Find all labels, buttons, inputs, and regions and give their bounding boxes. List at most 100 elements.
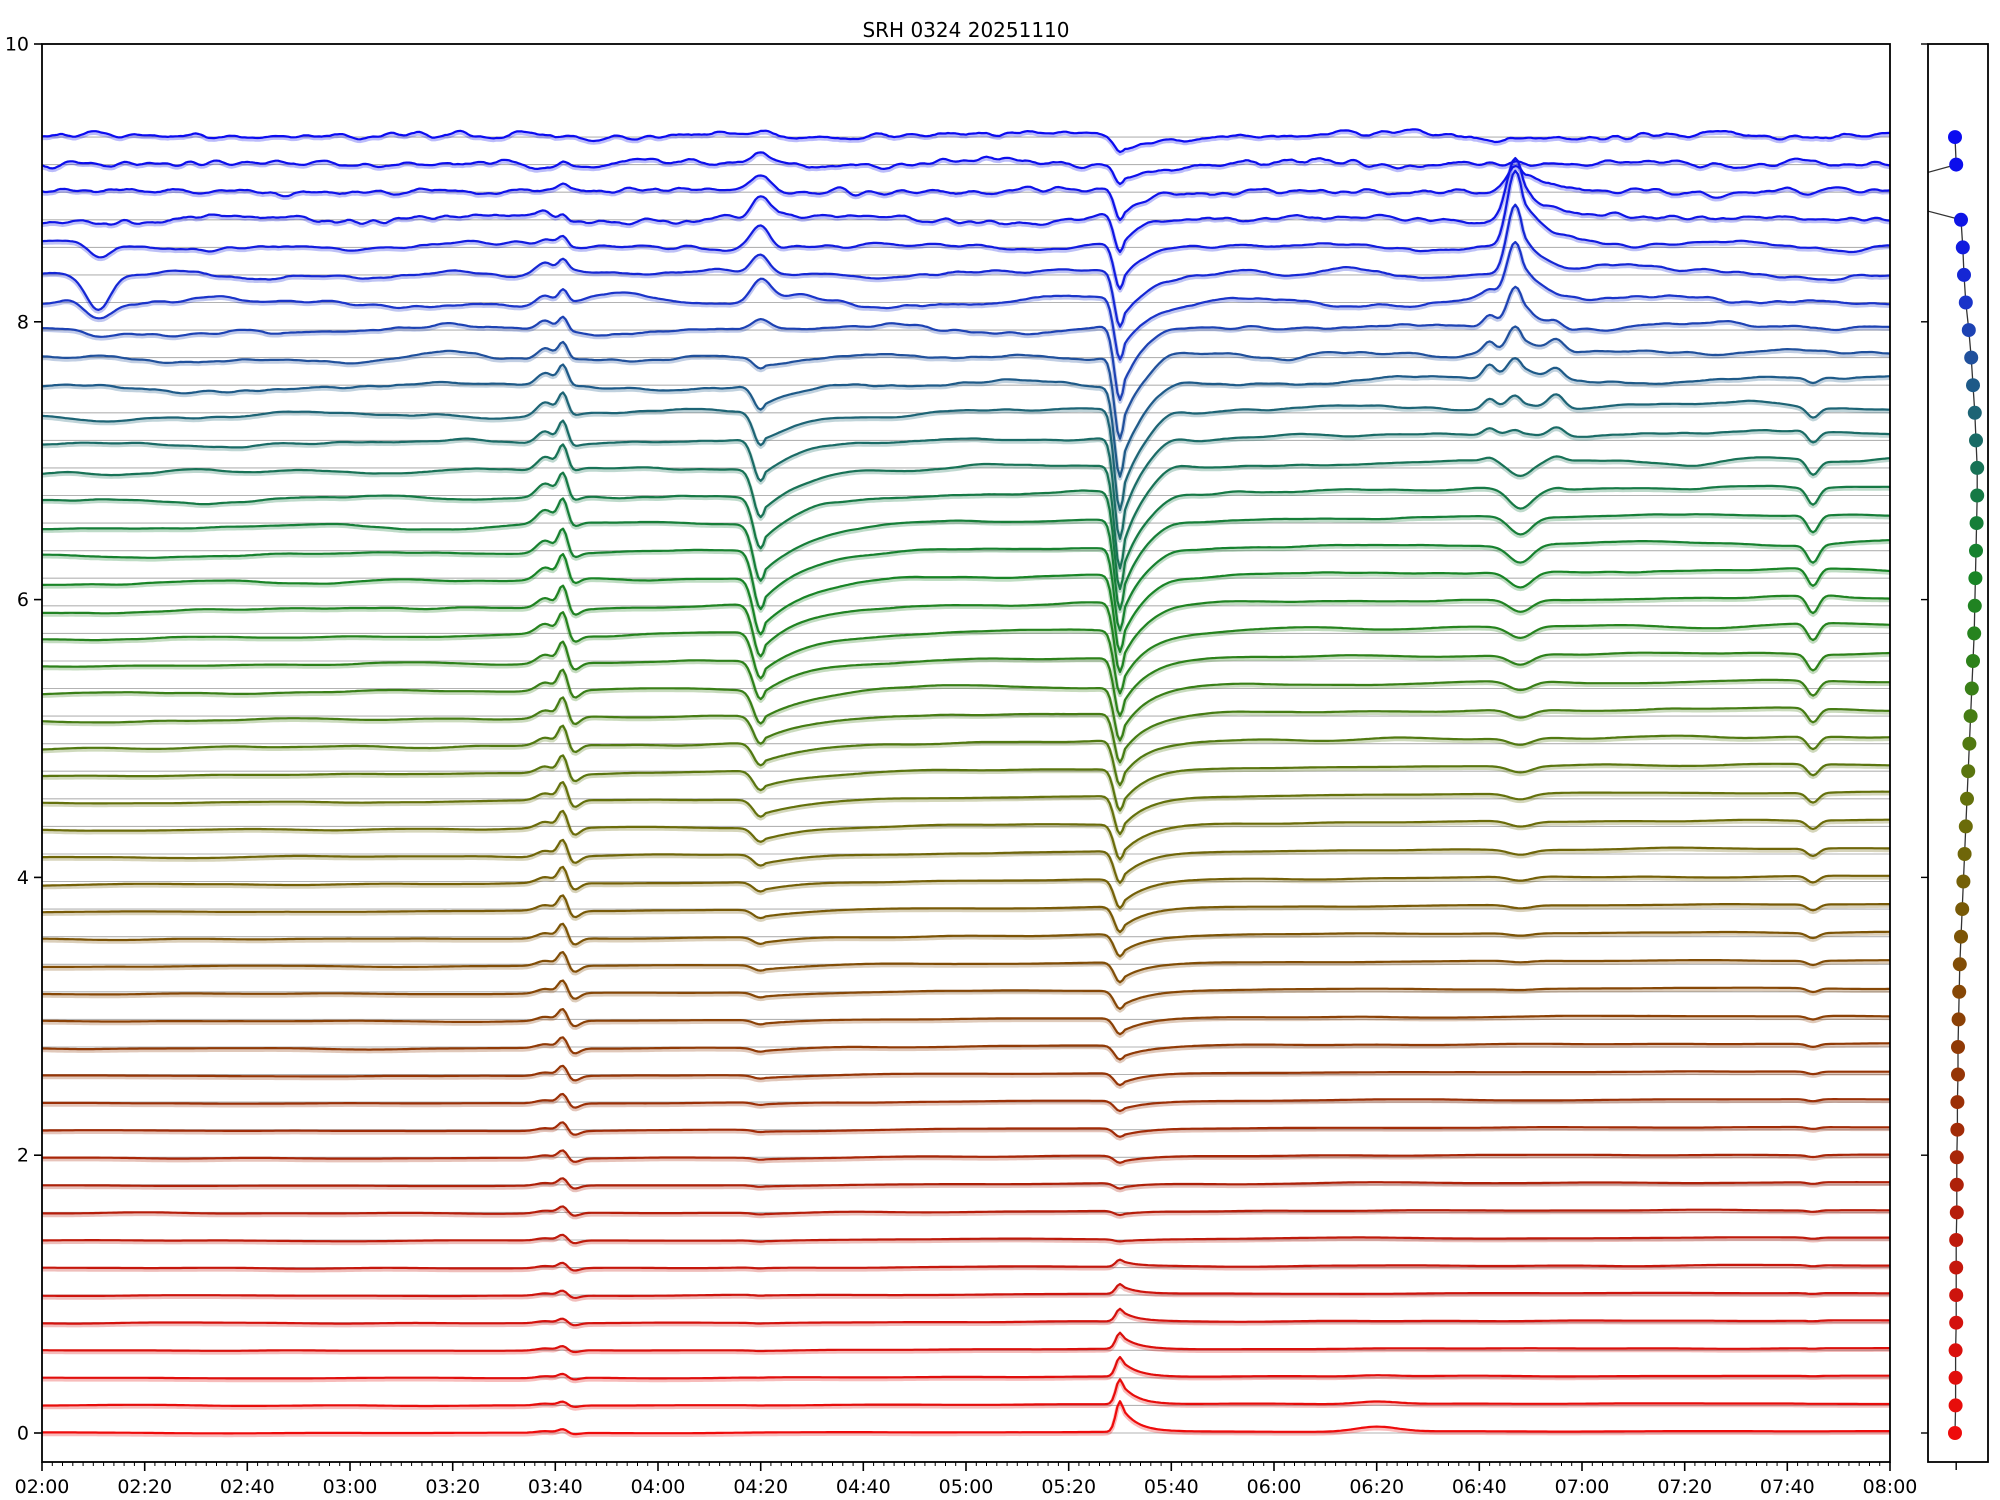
flux-dot	[1949, 1260, 1964, 1275]
trace-line	[42, 894, 1890, 934]
trace-line-halo	[42, 1332, 1890, 1356]
flux-dot	[1949, 1150, 1964, 1165]
trace-line-halo	[42, 420, 1890, 543]
trace-line	[42, 391, 1890, 512]
x-tick-label: 06:00	[1247, 1476, 1302, 1498]
trace-line	[42, 157, 1890, 254]
flux-dot	[1957, 847, 1972, 861]
flux-dot	[1958, 295, 1973, 310]
trace-line	[42, 809, 1890, 861]
trace-line-halo	[42, 866, 1890, 912]
flux-dot	[1952, 984, 1967, 999]
trace-line	[42, 527, 1890, 632]
trace-line-halo	[42, 1093, 1890, 1115]
flux-dot	[1949, 1177, 1964, 1192]
trace-line	[42, 203, 1890, 328]
y-tick-label: 4	[17, 867, 29, 889]
x-tick-label: 08:00	[1863, 1476, 1918, 1498]
trace-line-halo	[42, 204, 1890, 331]
flux-dot	[1952, 957, 1967, 972]
trace-line	[42, 979, 1890, 1011]
trace-line-halo	[42, 640, 1890, 720]
trace-lines	[42, 128, 1890, 1438]
flux-dot	[1951, 1067, 1965, 1082]
x-tick-label: 02:20	[117, 1476, 172, 1498]
trace-line	[42, 443, 1890, 570]
x-tick-label: 06:40	[1452, 1476, 1507, 1498]
trace-line	[42, 165, 1890, 222]
trace-line-halo	[42, 128, 1890, 156]
trace-line	[42, 1177, 1890, 1190]
flux-dot	[1949, 1205, 1964, 1220]
flux-dot	[1961, 764, 1976, 779]
flux-dot	[1948, 1426, 1962, 1440]
trace-line-halo	[42, 584, 1890, 676]
x-tick-label: 03:40	[528, 1476, 583, 1498]
trace-line	[42, 584, 1890, 674]
x-tick-label: 03:00	[323, 1476, 378, 1498]
flux-dot	[1967, 598, 1982, 613]
trace-line	[42, 151, 1890, 186]
trace-line-halo	[42, 1149, 1890, 1167]
x-tick-label: 05:20	[1041, 1476, 1096, 1498]
x-tick-label: 05:40	[1144, 1476, 1199, 1498]
flux-dot	[1966, 654, 1980, 668]
trace-line-halo	[42, 1121, 1890, 1141]
flux-dot	[1969, 433, 1983, 448]
trace-line-halo	[42, 325, 1890, 443]
flux-dot	[1958, 819, 1973, 834]
flux-dot	[1967, 626, 1982, 641]
trace-line-halo	[42, 1308, 1890, 1329]
trace-line	[42, 640, 1890, 718]
trace-line-halo	[42, 923, 1890, 961]
trace-line-halo	[42, 1036, 1890, 1064]
trace-line-halo	[42, 669, 1890, 745]
x-tick-label: 07:20	[1657, 1476, 1712, 1498]
trace-line	[42, 1092, 1890, 1113]
flux-dot	[1949, 1315, 1964, 1330]
trace-line-halo	[42, 611, 1890, 698]
trace-line-halo	[42, 527, 1890, 635]
trace-line	[42, 1282, 1890, 1300]
trace-line-halo	[42, 1065, 1890, 1089]
trace-line	[42, 169, 1890, 290]
flux-dot	[1951, 1012, 1966, 1027]
trace-line-halo	[42, 979, 1890, 1013]
trace-line-halo	[42, 1258, 1890, 1275]
flux-dot	[1954, 929, 1968, 944]
flux-dot	[1966, 378, 1980, 393]
trace-line	[42, 1121, 1890, 1138]
trace-line-halo	[42, 443, 1890, 573]
trace-line-halo	[42, 894, 1890, 936]
x-tick-label: 07:00	[1555, 1476, 1610, 1498]
trace-line-halo	[42, 391, 1890, 514]
x-tick-label: 04:40	[836, 1476, 891, 1498]
y-tick-label: 8	[17, 311, 29, 333]
trace-line-halo	[42, 151, 1890, 188]
x-tick-label: 03:20	[425, 1476, 480, 1498]
side-panel	[1921, 43, 1989, 1470]
trace-line-halo	[42, 1008, 1890, 1038]
y-tick-label: 6	[17, 589, 29, 611]
flux-dot	[1970, 460, 1985, 475]
trace-line	[42, 1378, 1890, 1409]
trace-line-halo	[42, 157, 1890, 256]
flux-dot	[1949, 1288, 1964, 1303]
trace-line	[42, 838, 1890, 884]
trace-line	[42, 357, 1890, 478]
trace-line	[42, 1307, 1890, 1327]
trace-line	[42, 1064, 1890, 1087]
trace-line	[42, 285, 1890, 401]
flux-dot	[1960, 791, 1974, 806]
trace-line	[42, 419, 1890, 541]
y-tick-label: 10	[5, 34, 29, 56]
flux-dot	[1948, 1370, 1963, 1385]
trace-line	[42, 611, 1890, 695]
trace-line	[42, 668, 1890, 742]
trace-line	[42, 325, 1890, 440]
flux-dot	[1948, 1343, 1963, 1358]
trace-line-halo	[42, 357, 1890, 481]
trace-line-halo	[42, 1356, 1890, 1384]
y-tick-label: 0	[17, 1423, 29, 1445]
